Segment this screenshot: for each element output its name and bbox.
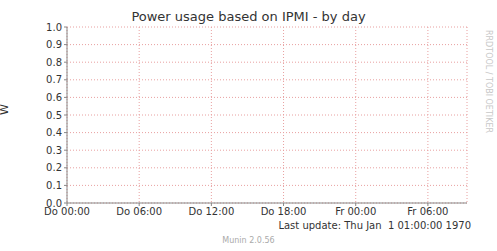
svg-text:0.3: 0.3 [46,145,62,156]
svg-text:Do 12:00: Do 12:00 [188,206,234,217]
svg-text:0.9: 0.9 [46,39,62,50]
html-text:Munin 2.0.56: Munin 2.0.56 [222,236,275,245]
html-text:Last update: Thu Jan 1 01:00:0: Last update: Thu Jan 1 01:00:00 1970 [278,220,471,231]
html-text:RRDTOOL / TOBI OETIKER: RRDTOOL / TOBI OETIKER [484,30,493,133]
svg-text:Do 18:00: Do 18:00 [261,206,307,217]
svg-text:0.6: 0.6 [46,92,62,103]
svg-text:Fr 06:00: Fr 06:00 [407,206,448,217]
html-text:Power usage based on IPMI - by: Power usage based on IPMI - by day [131,9,366,24]
svg-text:0.0: 0.0 [46,198,62,209]
svg-text:0.5: 0.5 [46,110,62,121]
svg-text:Do 00:00: Do 00:00 [44,206,90,218]
svg-text:0.4: 0.4 [46,127,62,138]
svg-text:W: W [8,104,11,115]
svg-text:Do 06:00: Do 06:00 [116,206,162,217]
svg-text:Fr 00:00: Fr 00:00 [335,206,376,217]
svg-text:0.8: 0.8 [46,57,62,68]
svg-text:0.7: 0.7 [46,74,62,85]
svg-text:0.1: 0.1 [46,180,62,191]
svg-text:0.2: 0.2 [46,162,62,173]
svg-text:1.0: 1.0 [46,22,62,33]
